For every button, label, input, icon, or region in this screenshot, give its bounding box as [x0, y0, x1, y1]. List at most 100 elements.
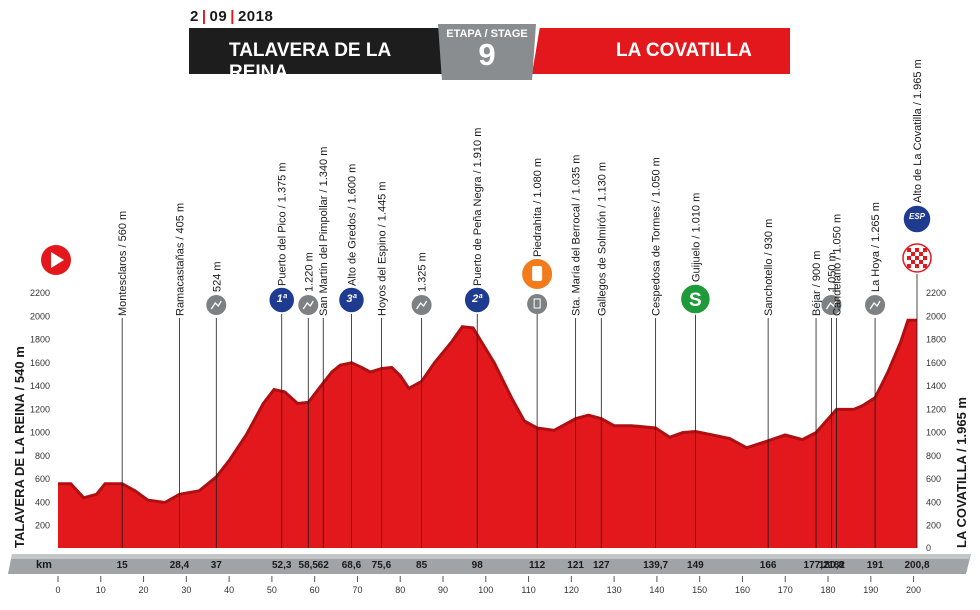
- date-day: 2: [190, 8, 199, 25]
- x-tick-label: 20: [139, 585, 149, 595]
- marker-km-label: 58,5: [299, 560, 319, 571]
- marker-km-label: 139,7: [643, 560, 668, 571]
- bottle-icon: [532, 266, 543, 281]
- y-tick-label-left: 600: [35, 474, 50, 484]
- marker-place-label: Béjar / 900 m: [811, 251, 823, 316]
- mountain-category-label: 1ª: [277, 293, 288, 305]
- marker-place-label: 1.050 m: [826, 252, 838, 292]
- y-tick-label-left: 800: [35, 451, 50, 461]
- y-tick-label-left: 1200: [30, 404, 50, 414]
- marker-place-label: 524 m: [211, 261, 223, 292]
- start-location-label: TALAVERA DE LA REINA / 540 m: [12, 346, 27, 548]
- marker-place-label: Cespedosa de Tormes / 1.050 m: [651, 157, 663, 316]
- x-tick-label: 120: [564, 585, 579, 595]
- checker-square: [915, 256, 919, 260]
- marker-km-label: 182: [828, 560, 845, 571]
- stage-label: ETAPA / STAGE: [446, 28, 528, 40]
- date-month: 09: [209, 8, 228, 25]
- mountain-category-label: 3ª: [346, 293, 357, 305]
- x-tick-label: 190: [863, 585, 878, 595]
- y-tick-label-left: 2000: [30, 311, 50, 321]
- x-tick-label: 160: [735, 585, 750, 595]
- x-tick-label: 140: [649, 585, 664, 595]
- sprint-label: S: [689, 290, 702, 311]
- y-tick-label-right: 1200: [926, 404, 946, 414]
- x-tick-label: 180: [821, 585, 836, 595]
- km-axis-band-highlight: [11, 554, 971, 559]
- marker-km-label: 85: [416, 560, 428, 571]
- y-tick-label-right: 1600: [926, 358, 946, 368]
- marker-place-label: 1.220 m: [303, 252, 315, 292]
- x-axis-label: km: [36, 559, 52, 571]
- checker-square: [915, 248, 919, 252]
- y-tick-label-right: 1400: [926, 381, 946, 391]
- y-tick-label-right: 2000: [926, 311, 946, 321]
- y-tick-label-right: 400: [926, 497, 941, 507]
- x-tick-label: 0: [55, 585, 60, 595]
- marker-place-label: Gallegos de Solmirón / 1.130 m: [596, 162, 608, 316]
- y-tick-label-left: 1400: [30, 381, 50, 391]
- x-tick-label: 90: [438, 585, 448, 595]
- checker-square: [915, 264, 919, 268]
- mountain-category-icon: [337, 286, 366, 314]
- marker-km-label: 149: [687, 560, 704, 571]
- checker-square: [907, 256, 911, 260]
- checker-square: [907, 248, 911, 252]
- finish-city-name: LA COVATILLA: [616, 40, 752, 61]
- stage-date: 2 | 09 | 2018: [190, 8, 273, 25]
- y-tick-label-right: 600: [926, 474, 941, 484]
- marker-km-label: 15: [117, 560, 129, 571]
- marker-place-label: Puerto del Pico / 1.375 m: [277, 162, 289, 286]
- stage-number: 9: [478, 37, 496, 72]
- finish-location-label: LA COVATILLA / 1.965 m: [954, 397, 969, 548]
- marker-km-label: 191: [867, 560, 884, 571]
- checker-square: [911, 252, 915, 256]
- y-tick-label-left: 1600: [30, 358, 50, 368]
- mountain-mini-icon: [825, 300, 837, 310]
- checker-square: [923, 248, 927, 252]
- y-tick-label-left: 400: [35, 497, 50, 507]
- elevation-profile-area: [58, 319, 917, 548]
- waste-zone-icon: [527, 294, 548, 314]
- x-tick-label: 60: [310, 585, 320, 595]
- marker-km-label: 180,8: [819, 560, 844, 571]
- finish-city-banner: LA COVATILLA: [532, 28, 790, 74]
- marker-place-label: San Martín del Pimpollar / 1.340 m: [318, 147, 330, 316]
- intermediate-point-icon: [298, 295, 319, 315]
- intermediate-point-icon: [206, 295, 227, 315]
- mountain-mini-icon: [869, 300, 881, 310]
- x-tick-label: 130: [607, 585, 622, 595]
- intermediate-point-icon: [821, 295, 842, 315]
- checker-square: [919, 252, 923, 256]
- start-city-banner: TALAVERA DE LA REINA: [189, 28, 451, 74]
- y-tick-label-right: 2200: [926, 288, 946, 298]
- x-tick-label: 50: [267, 585, 277, 595]
- mountain-mini-icon: [210, 300, 222, 310]
- date-separator: |: [201, 8, 207, 25]
- marker-km-label: 75,6: [372, 560, 392, 571]
- start-play-icon: [51, 252, 64, 268]
- elevation-profile-ridge: [58, 318, 917, 505]
- y-tick-label-left: 1800: [30, 335, 50, 345]
- marker-km-label: 177,2: [804, 560, 829, 571]
- x-tick-label: 40: [224, 585, 234, 595]
- x-tick-label: 200: [906, 585, 921, 595]
- x-tick-label: 70: [352, 585, 362, 595]
- marker-place-label: Alto de Gredos / 1.600 m: [346, 164, 358, 286]
- intermediate-point-icon: [411, 295, 432, 315]
- marker-km-label: 28,4: [170, 560, 190, 571]
- checker-square: [907, 264, 911, 268]
- y-tick-label-left: 1000: [30, 428, 50, 438]
- marker-km-label: 68,6: [342, 560, 362, 571]
- marker-km-label: 37: [211, 560, 223, 571]
- marker-place-label: Hoyos del Espino / 1.445 m: [376, 181, 388, 316]
- y-tick-label-left: 200: [35, 521, 50, 531]
- x-tick-label: 100: [478, 585, 493, 595]
- y-tick-label-right: 1800: [926, 335, 946, 345]
- y-tick-label-right: 1000: [926, 428, 946, 438]
- marker-place-label: Montesclaros / 560 m: [117, 211, 129, 316]
- marker-place-label: Piedrahíta / 1.080 m: [532, 158, 544, 257]
- marker-km-label: 52,3: [272, 560, 292, 571]
